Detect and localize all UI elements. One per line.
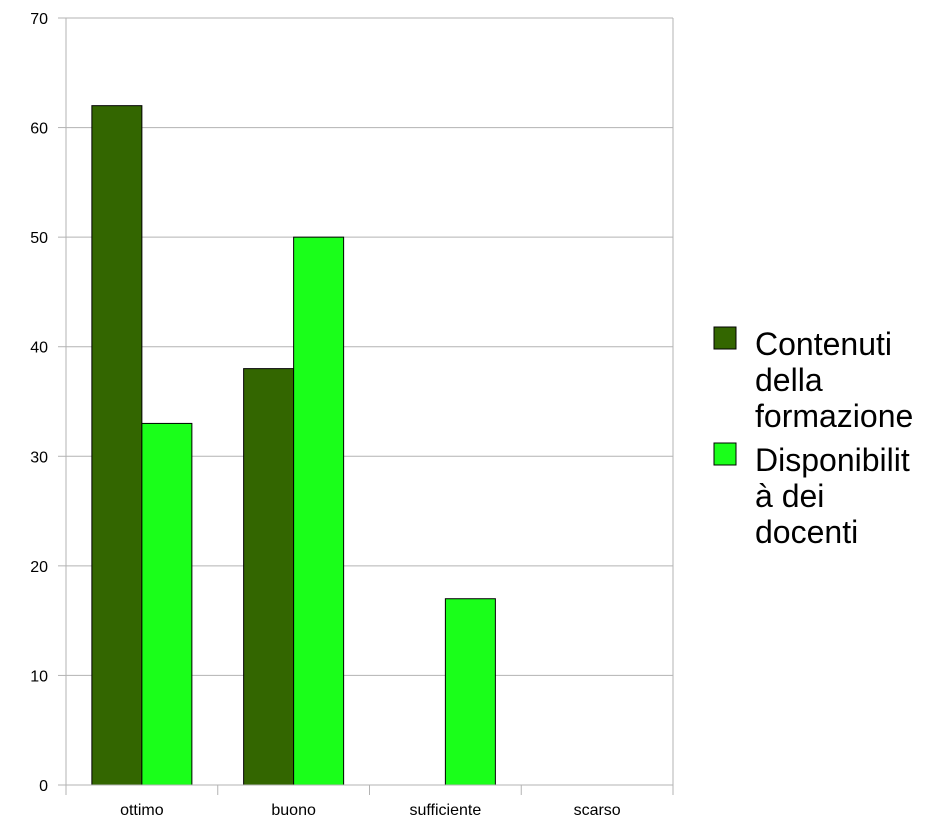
bar-ottimo-series-2: [141, 422, 193, 786]
y-tick-label: 40: [30, 340, 48, 357]
axes: 0 10 20 30 40 50 60 70 ottimo buono sufficiente sca…: [30, 11, 674, 819]
y-tick-label: 10: [30, 668, 48, 685]
bars: [91, 105, 496, 786]
legend-label: Disponibilit: [755, 442, 910, 478]
legend-swatch: [713, 442, 737, 466]
x-tick-label: ottimo: [120, 802, 164, 819]
y-tick-label: 20: [30, 559, 48, 576]
legend-label: formazione: [755, 398, 913, 434]
legend-label: docenti: [755, 514, 858, 550]
y-tick-label: 60: [30, 121, 48, 138]
legend-label: della: [755, 362, 823, 398]
y-tick-label: 0: [39, 778, 48, 795]
y-tick-label: 70: [30, 11, 48, 28]
bar-ottimo-series-1: [91, 105, 143, 786]
x-tick-label: scarso: [574, 802, 621, 819]
x-tick-label: sufficiente: [410, 802, 482, 819]
bar-buono-series-1: [243, 368, 295, 786]
x-tick-label: buono: [271, 802, 316, 819]
y-tick-label: 30: [30, 449, 48, 466]
legend-label: Contenuti: [755, 326, 892, 362]
bar-buono-series-2: [293, 236, 345, 786]
bar-sufficiente-series-2: [444, 598, 496, 786]
legend-label: à dei: [755, 478, 824, 514]
y-tick-label: 50: [30, 230, 48, 247]
legend-swatch: [713, 326, 737, 350]
